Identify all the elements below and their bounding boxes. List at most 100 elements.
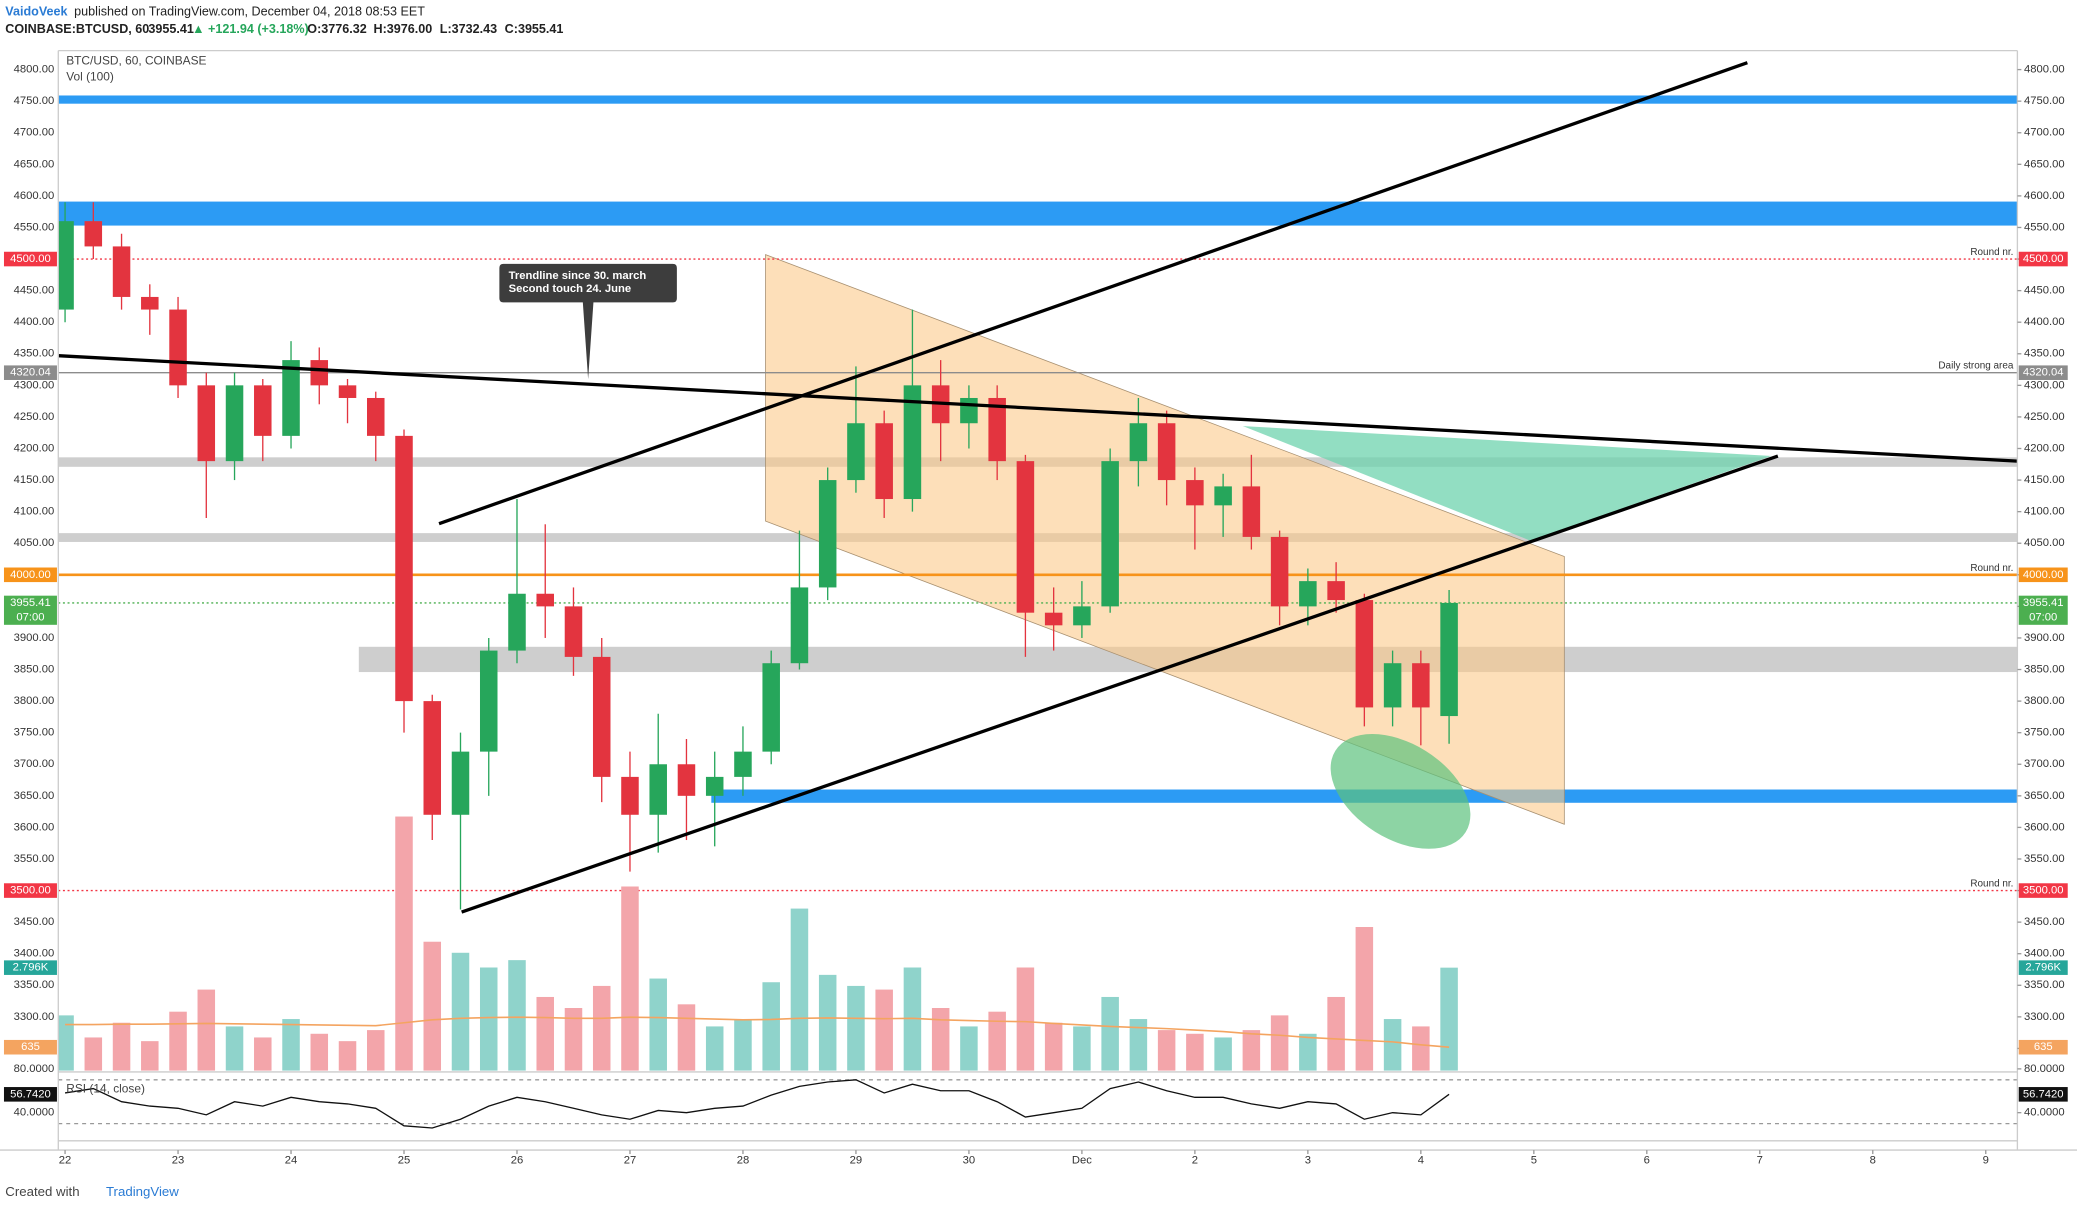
y-tick-label: 3900.00 [2024,632,2065,644]
rsi-tick-label: 40.0000 [2024,1107,2065,1119]
ohlc-close: C:3955.41 [505,22,564,36]
price-badge-label: 3500.00 [2023,885,2064,897]
callout-box [499,263,677,380]
y-tick-label: 3650.00 [14,790,55,802]
callout-text: Trendline since 30. march [509,270,647,282]
volume-badge-label: 635 [2034,1041,2053,1053]
y-tick-label: 4800.00 [2024,64,2065,76]
volume-bar [1270,1015,1289,1071]
x-tick-label: 23 [172,1155,185,1167]
price-badge [3,883,57,898]
volume-bar [564,1008,583,1071]
candle-body [1242,486,1261,537]
volume-ma [65,1016,1450,1049]
candle-body [1157,423,1176,481]
x-tick-label: Dec [1072,1155,1092,1167]
candle-body [1383,663,1402,708]
rsi-line [64,1079,1450,1129]
x-tick-label: 3 [1305,1155,1311,1167]
price-badge [2018,567,2068,583]
zone [58,95,2018,104]
candle-body [649,764,667,815]
volume-bar [1214,1037,1232,1071]
price-badge [2018,251,2068,267]
candle-body [1299,581,1317,607]
rsi-badge [3,1087,57,1102]
y-tick-label: 3900.00 [14,632,55,644]
candle-body [1101,461,1119,607]
volume-bar [677,1004,696,1071]
candle-body [705,776,724,796]
candle-body [225,385,244,462]
x-tick-label: 5 [1531,1155,1537,1167]
x-tick-label: 4 [1418,1155,1424,1167]
price-badge-label: 4500.00 [10,253,51,265]
y-tick-label: 3850.00 [2024,663,2065,675]
y-tick-label: 3550.00 [14,853,55,865]
drawings-over: Round nr. Daily strong area Round nr. Round… [58,61,2018,914]
price-badge-label: 4320.04 [2023,367,2064,379]
candle-body [1355,600,1374,708]
price-badge [2018,595,2068,625]
volume-bar [649,978,667,1071]
level-note: Daily strong area [1938,361,2013,372]
ohlc-open: O:3776.32 [307,22,366,36]
y-tick-label: 3550.00 [2024,853,2065,865]
badges: 4500.00 4500.00 4320.04 4320.04 4000.00 4000.… [3,251,2068,1102]
volume-bar [762,982,780,1071]
y-tick-label: 3650.00 [2024,790,2065,802]
y-tick-label: 4100.00 [14,506,55,518]
x-tick-label: 9 [1983,1155,1989,1167]
volume-bar [790,908,809,1071]
volume-bar [705,1026,724,1071]
symbol: COINBASE:BTCUSD, 60 [5,22,149,36]
author[interactable]: VaidoVeek [5,5,67,19]
volume-bar [1383,1019,1402,1071]
volume-bar [621,886,639,1071]
y-tick-label: 3350.00 [2024,979,2065,991]
last-price: 3955.41 [148,22,193,36]
y-tick-label: 4550.00 [14,221,55,233]
price-badge [3,567,57,583]
y-tick-label: 4300.00 [2024,379,2065,391]
rsi-tick-label: 80.0000 [2024,1063,2065,1075]
candle-body [790,587,809,664]
volume-bar [988,1011,1006,1071]
y-tick-label: 4650.00 [2024,158,2065,170]
x-tick-label: 28 [737,1155,750,1167]
y-tick-label: 4300.00 [14,379,55,391]
price-badge-label: 4500.00 [2023,253,2064,265]
candle-body [960,397,978,424]
y-tick-label: 4600.00 [14,190,55,202]
y-tick-label: 3350.00 [14,979,55,991]
footer-brand[interactable]: TradingView [106,1184,179,1199]
volume-bar [367,1030,385,1071]
y-tick-label: 4800.00 [14,64,55,76]
triangle [1238,424,1775,541]
x-tick-label: 22 [59,1155,72,1167]
candle-body [508,593,526,651]
rsi-tick-label: 80.0000 [14,1063,55,1075]
volume-badge-label: 635 [21,1041,40,1053]
price-badge-label: 3955.41 [2023,597,2064,609]
candle-body [677,764,696,796]
volume-bar [847,985,865,1071]
candle-body [310,360,329,386]
volume-bar [1016,967,1035,1071]
volume-bar [1440,967,1458,1071]
volume-bar [1242,1030,1261,1071]
price-badge-time: 07:00 [2029,612,2057,624]
candle-body [1214,486,1232,506]
volume-badge-label: 2.796K [13,962,49,974]
price-badge-label: 3955.41 [10,597,51,609]
candle-body [1440,602,1458,717]
y-tick-label: 3450.00 [14,916,55,928]
y-tick-label: 3700.00 [14,758,55,770]
x-tick-label: 27 [624,1155,637,1167]
y-tick-label: 4700.00 [2024,127,2065,139]
candle-body [903,385,922,500]
y-tick-label: 4750.00 [14,95,55,107]
candle-body [875,423,893,500]
y-tick-label: 4400.00 [14,316,55,328]
